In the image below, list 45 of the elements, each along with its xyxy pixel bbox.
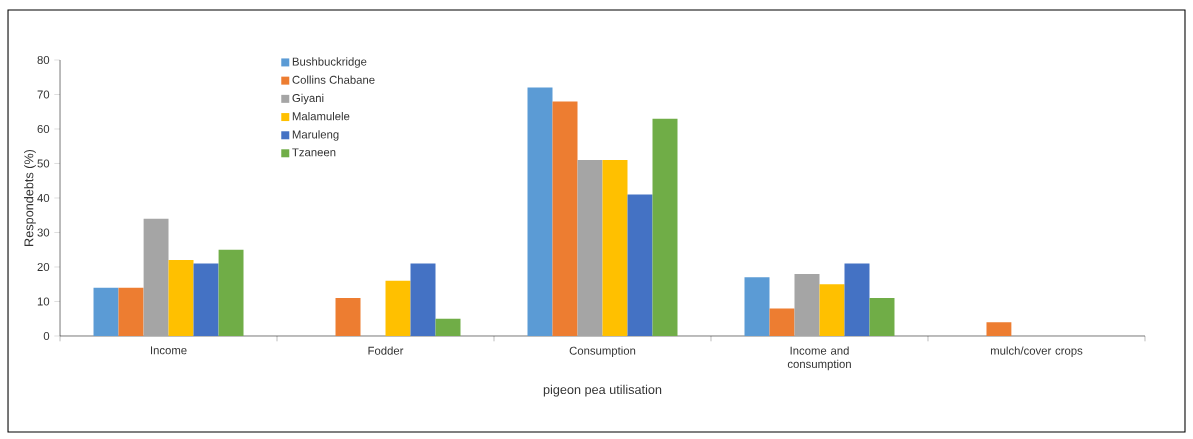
y-tick-label: 80: [37, 56, 50, 65]
y-tick-label: 70: [37, 90, 50, 99]
x-tick-label: Income and consumption: [787, 346, 851, 371]
legend-label: Bushbuckridge: [292, 57, 367, 68]
bar: [335, 298, 361, 336]
bar: [577, 160, 603, 336]
legend-label: Maruleng: [292, 130, 339, 141]
x-tick-label: mulch/cover crops: [990, 346, 1083, 357]
legend-label: Giyani: [292, 93, 324, 105]
bar: [527, 87, 553, 336]
bar: [385, 280, 411, 336]
legend-label: Collins Chabane: [292, 75, 375, 84]
y-axis-title: Respondebts (%): [24, 149, 36, 246]
bar: [652, 118, 678, 336]
bar: [794, 273, 820, 336]
y-tick-label: 20: [37, 262, 50, 271]
legend-label: Malamulele: [292, 111, 350, 121]
y-tick-label: 40: [37, 193, 50, 202]
y-tick-label: 0: [43, 331, 50, 340]
bar: [819, 284, 845, 336]
y-tick-label: 50: [37, 159, 50, 168]
bar: [410, 263, 436, 336]
bar: [869, 298, 895, 336]
bar: [744, 277, 770, 336]
y-tick-label: 60: [37, 124, 50, 133]
y-tick-label: 30: [37, 228, 50, 237]
legend-label: Tzaneen: [292, 148, 336, 157]
bar: [552, 101, 578, 336]
bar: [168, 260, 194, 336]
bar: [844, 263, 870, 336]
bar: [193, 263, 219, 336]
x-tick-label: Consumption: [569, 346, 636, 357]
bar: [602, 160, 628, 336]
bar: [143, 218, 169, 336]
y-tick-label: 10: [37, 297, 50, 306]
x-axis-title: pigeon pea utilisation: [543, 384, 662, 397]
x-tick-label: Fodder: [368, 346, 404, 355]
bar: [93, 287, 119, 336]
bar: [118, 287, 144, 336]
bar: [986, 322, 1012, 336]
bar: [218, 249, 244, 336]
bar: [627, 194, 653, 336]
bar: [435, 318, 461, 336]
bar: [769, 308, 795, 336]
x-tick-label: Income: [150, 346, 187, 355]
